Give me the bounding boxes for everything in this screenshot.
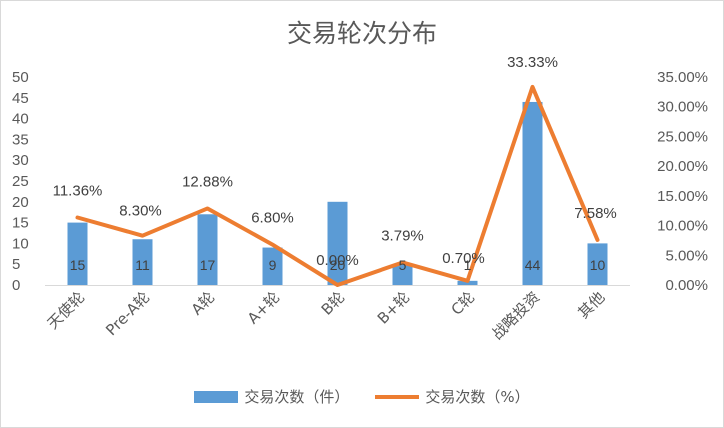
right-axis-tick-label: 25.00%: [657, 128, 708, 145]
legend-label-bar: 交易次数（件）: [244, 388, 350, 406]
left-axis-tick-label: 30: [12, 152, 29, 169]
right-axis-tick-label: 20.00%: [657, 158, 708, 175]
line-data-label: 6.80%: [251, 210, 294, 227]
left-axis-tick-label: 25: [12, 173, 29, 190]
legend-item-line: 交易次数（%）: [375, 386, 530, 407]
bar: [327, 201, 348, 285]
left-axis-tick-label: 5: [12, 256, 20, 273]
chart-legend: 交易次数（件） 交易次数（%）: [0, 386, 724, 407]
left-axis-tick-label: 50: [12, 69, 29, 86]
bar-data-label: 44: [525, 257, 541, 273]
bar: [587, 243, 608, 285]
category-label: C轮: [448, 288, 479, 319]
bar-data-label: 15: [70, 257, 86, 273]
left-axis-tick-label: 10: [12, 235, 29, 252]
category-label: Pre-A轮: [102, 288, 153, 339]
bar-data-label: 20: [330, 257, 346, 273]
legend-swatch-bar: [194, 390, 239, 403]
bar-data-label: 11: [135, 257, 150, 273]
line-data-label: 0.70%: [442, 250, 485, 267]
left-axis-tick-label: 20: [12, 194, 29, 211]
bar-data-label: 10: [590, 257, 606, 273]
line-data-label: 7.58%: [574, 205, 617, 222]
bar: [197, 214, 218, 285]
chart-title: 交易轮次分布: [286, 19, 437, 48]
right-axis-tick-label: 5.00%: [665, 247, 708, 264]
legend-label-line: 交易次数（%）: [425, 388, 530, 406]
legend-swatch-line: [375, 394, 420, 399]
bar-data-label: 5: [399, 257, 407, 273]
category-label: 天使轮: [44, 288, 89, 333]
left-axis-tick-label: 45: [12, 90, 29, 107]
category-label: B轮: [318, 288, 349, 319]
left-axis-tick-label: 40: [12, 111, 29, 128]
bar: [132, 239, 153, 285]
bar: [67, 222, 88, 285]
bar-data-label: 9: [269, 257, 277, 273]
bar-data-label: 17: [200, 257, 216, 273]
line-data-label: 11.36%: [53, 182, 103, 199]
category-label: 其他: [574, 288, 608, 322]
category-label: 战略投资: [488, 288, 543, 343]
bar: [262, 247, 283, 285]
left-axis-tick-label: 35: [12, 131, 29, 148]
bar: [457, 280, 478, 285]
line-data-label: 8.30%: [119, 203, 162, 220]
category-label: A+轮: [244, 288, 283, 327]
series-line: [75, 84, 600, 287]
bar: [522, 101, 543, 286]
line-data-label: 33.33%: [507, 54, 558, 71]
category-label: B+轮: [374, 288, 413, 327]
bar: [392, 264, 413, 285]
right-axis-tick-label: 0.00%: [665, 277, 708, 294]
right-axis-tick-label: 30.00%: [657, 99, 708, 116]
line-data-label: 12.88%: [182, 173, 233, 190]
line-data-label: 0.00%: [316, 252, 359, 269]
right-axis-tick-label: 35.00%: [657, 69, 708, 86]
right-axis-tick-label: 10.00%: [657, 218, 708, 235]
line-data-label: 3.79%: [381, 227, 424, 244]
left-axis-tick-label: 15: [12, 215, 29, 232]
bar-data-label: 1: [464, 257, 472, 273]
right-axis-tick-label: 15.00%: [657, 188, 708, 205]
category-label: A轮: [188, 288, 219, 319]
legend-item-bar: 交易次数（件）: [194, 386, 349, 407]
left-axis-tick-label: 0: [12, 277, 20, 294]
